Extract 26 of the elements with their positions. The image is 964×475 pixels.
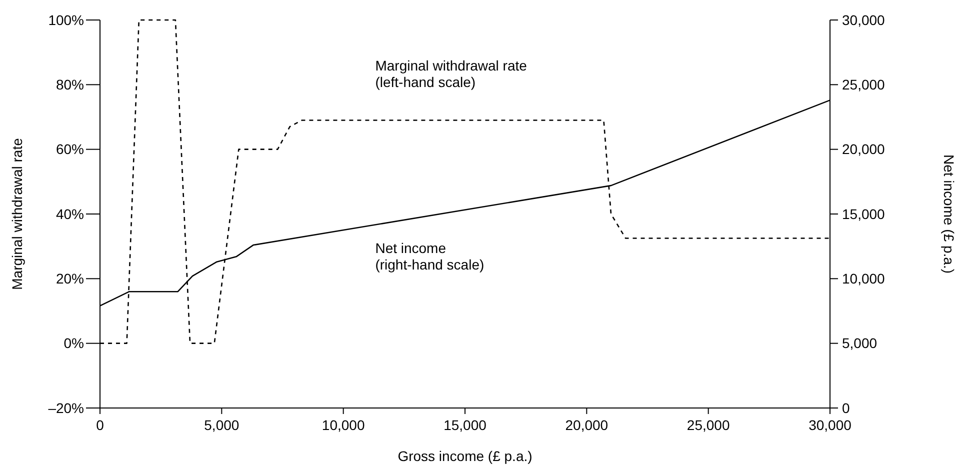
- x-tick-label: 10,000: [322, 417, 365, 433]
- y-tick-label: 20%: [56, 270, 84, 287]
- x-tick-label: 15,000: [444, 417, 487, 433]
- y2-tick-label: 10,000: [842, 270, 886, 287]
- y-tick-label: –20%: [48, 400, 84, 416]
- y-tick-label: 100%: [48, 12, 84, 28]
- y2-tick-label: 20,000: [842, 141, 886, 158]
- y2-tick-label: 0: [842, 400, 850, 416]
- y2-axis-title: Net income (£ p.a.): [941, 154, 957, 274]
- y2-tick-label: 30,000: [842, 12, 886, 28]
- y-tick-label: 0%: [64, 335, 84, 352]
- annotation: Net income (right-hand scale): [375, 240, 484, 273]
- x-axis-title: Gross income (£ p.a.): [398, 448, 532, 464]
- y-tick-label: 40%: [56, 206, 84, 222]
- x-tick-label: 0: [96, 417, 104, 433]
- y2-tick-label: 25,000: [842, 76, 886, 93]
- x-tick-label: 25,000: [686, 417, 730, 433]
- y-tick-label: 60%: [56, 141, 84, 158]
- x-tick-label: 20,000: [565, 417, 608, 433]
- y-tick-label: 80%: [56, 76, 84, 93]
- x-tick-label: 5,000: [204, 417, 240, 433]
- y-axis-title: Marginal withdrawal rate: [9, 138, 25, 290]
- annotation: Marginal withdrawal rate (left-hand scale): [375, 57, 528, 90]
- y2-tick-label: 5,000: [842, 335, 878, 352]
- y2-tick-label: 15,000: [842, 206, 886, 222]
- x-tick-label: 30,000: [808, 417, 852, 433]
